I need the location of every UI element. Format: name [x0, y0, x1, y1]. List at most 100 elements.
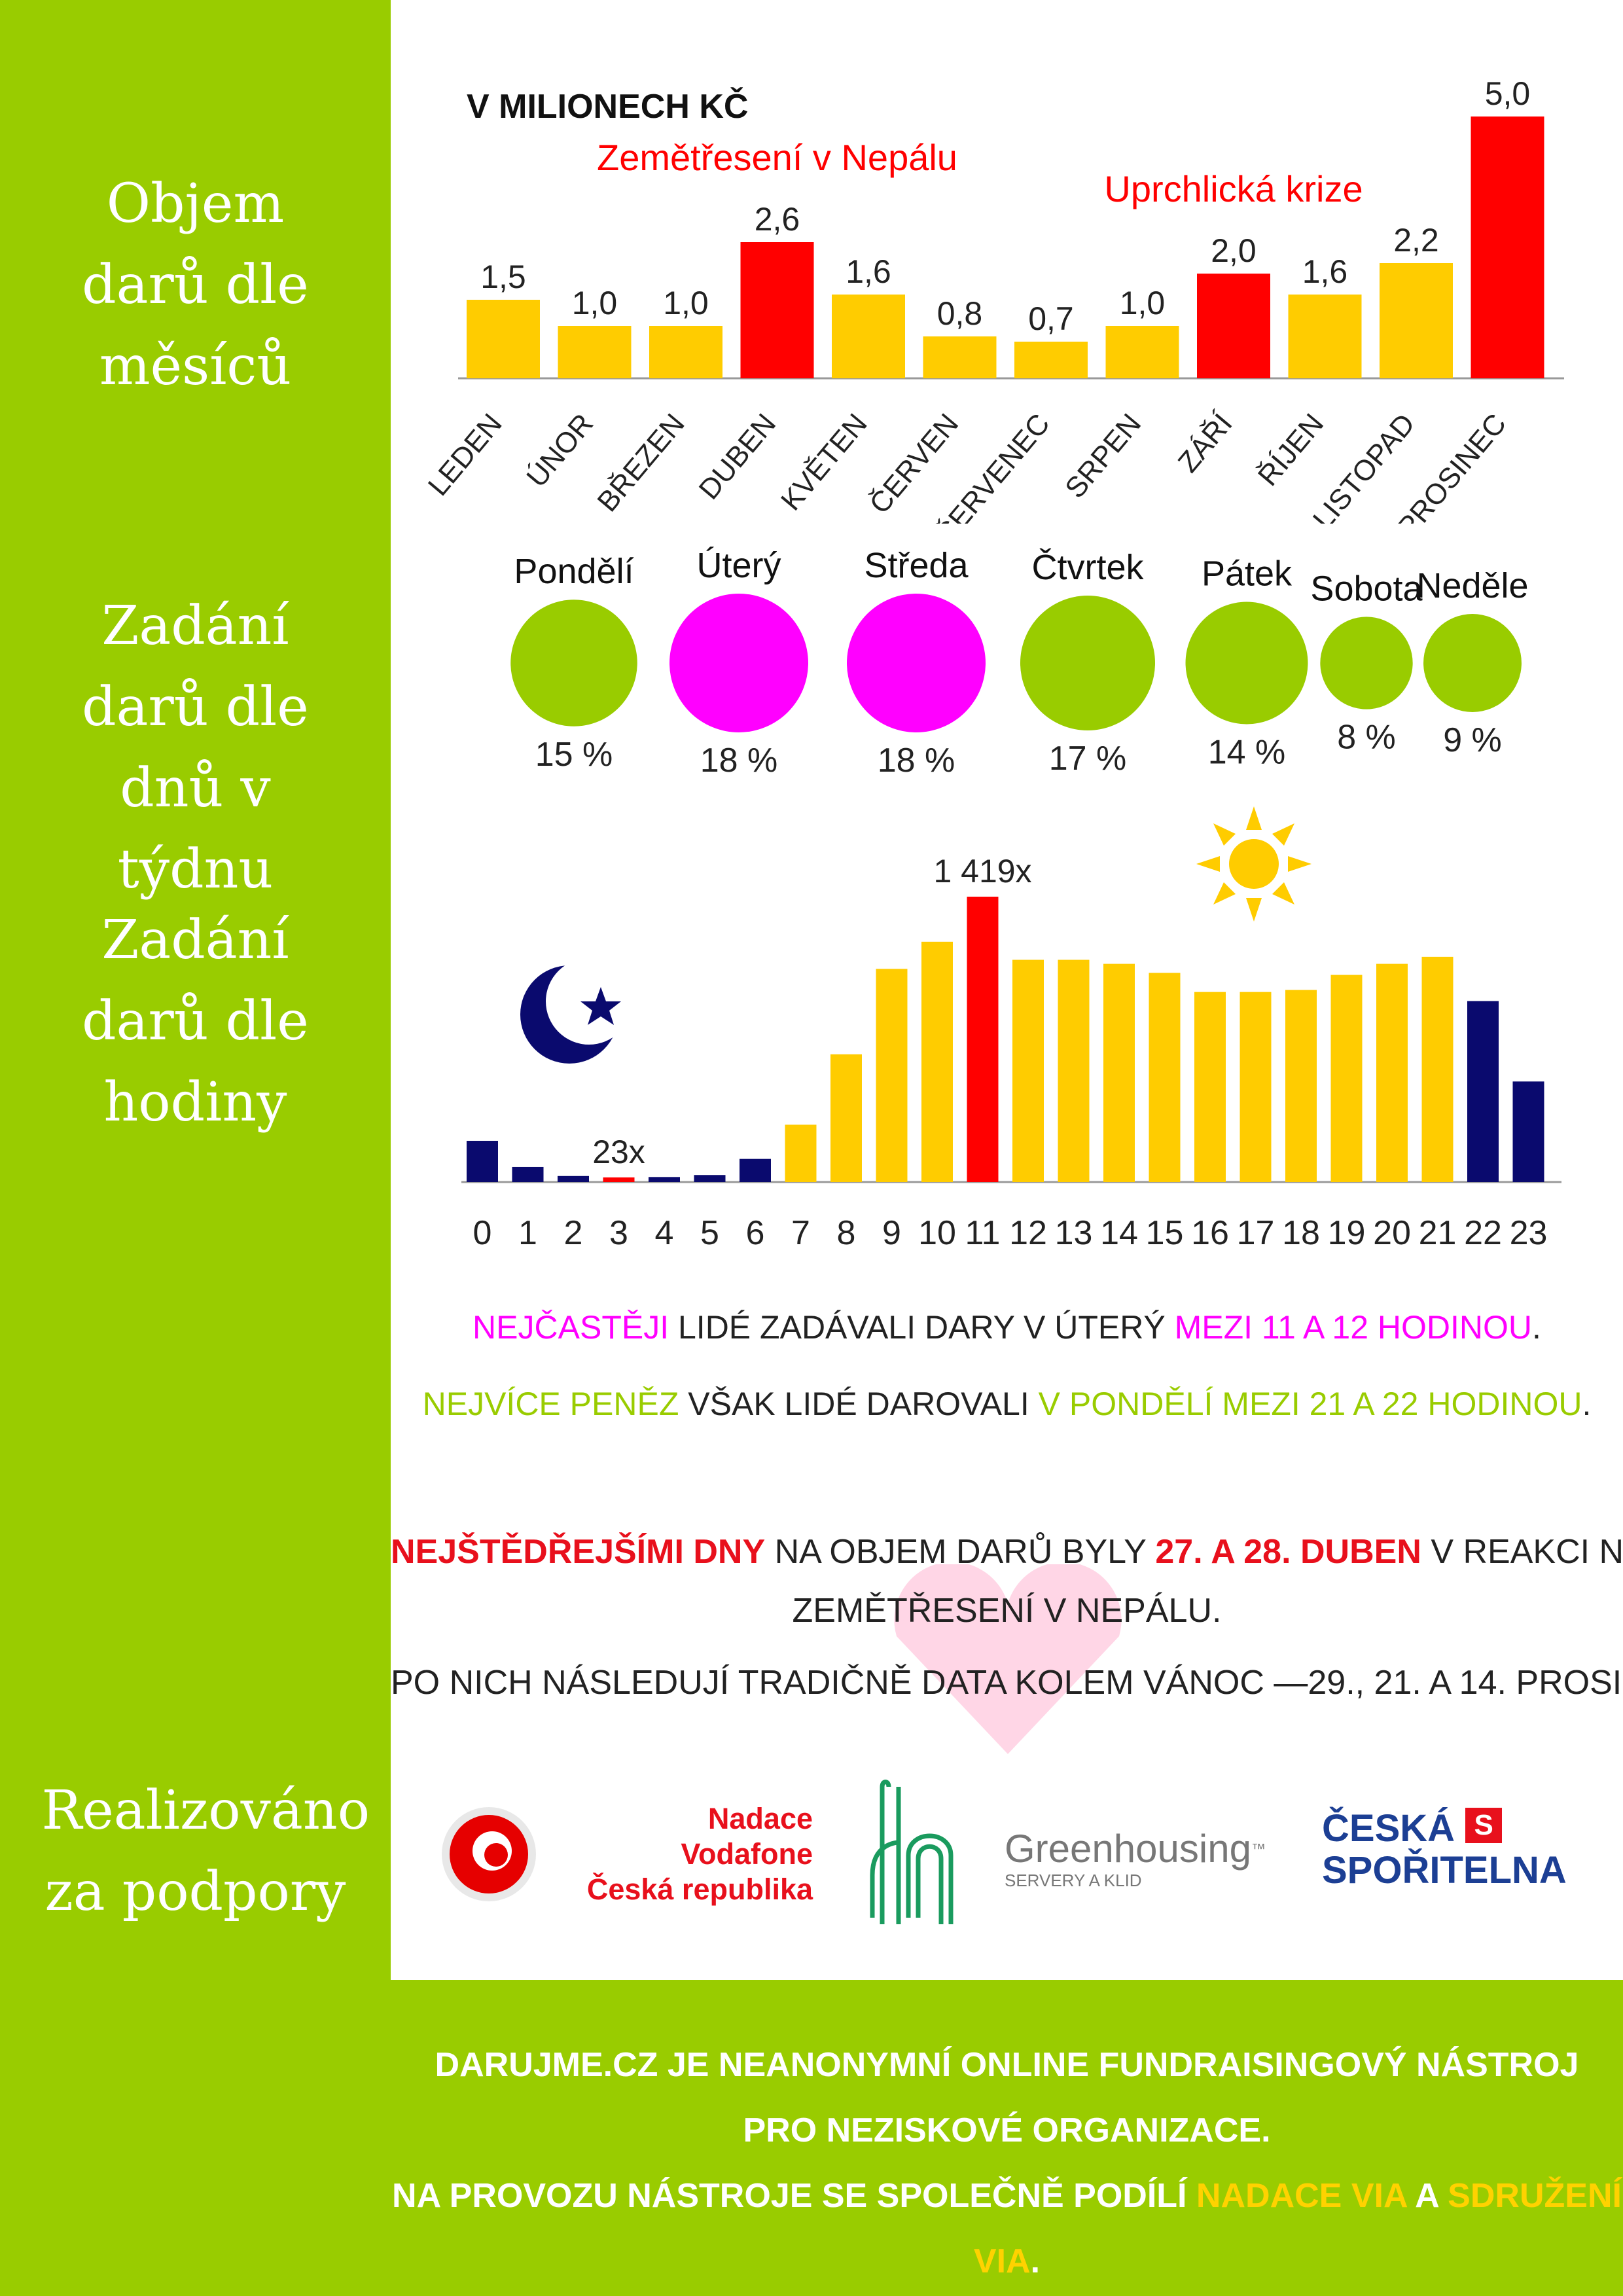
hourly-bar-9	[876, 969, 908, 1182]
hourly-bar-16	[1194, 992, 1226, 1182]
monthly-bar-květen	[832, 295, 905, 378]
hourly-bar-5	[694, 1175, 726, 1182]
footer-line-1: DARUJME.CZ JE NEANONYMNÍ ONLINE FUNDRAIS…	[435, 2046, 1579, 2084]
weekday-label: Pondělí	[514, 552, 633, 591]
monthly-value-label: 2,0	[1211, 232, 1257, 269]
hourly-tick-label: 17	[1237, 1214, 1275, 1252]
monthly-category-label: ČERVEN	[863, 407, 965, 520]
summary-highlight-hour: MEZI 11 A 12 HODINOU	[1174, 1309, 1533, 1346]
footer-highlight-sdruzeni-via: SDRUŽENÍ VIA	[973, 2177, 1622, 2280]
hourly-tick-label: 20	[1373, 1214, 1411, 1252]
monthly-bar-březen	[649, 326, 722, 378]
generous-text-end: V REAKCI NA	[1431, 1533, 1623, 1571]
hourly-tick-label: 6	[746, 1214, 765, 1252]
hourly-bar-18	[1285, 990, 1317, 1182]
monthly-category-label: LEDEN	[422, 408, 508, 502]
weekday-value-label: 17 %	[1049, 740, 1127, 778]
section-title-hourly-text: Zadání darů dle hodiny	[82, 909, 309, 1134]
hourly-bar-20	[1376, 963, 1408, 1182]
greenhousing-text: Greenhousing™ SERVERY A KLID	[1005, 1827, 1266, 1891]
hourly-bar-15	[1149, 973, 1181, 1182]
footer-text-end: .	[1030, 2242, 1041, 2280]
weekday-bubble-2	[847, 594, 986, 732]
generous-highlight-days: NEJŠTĚDŘEJŠÍMI DNY	[391, 1533, 766, 1571]
hourly-bar-1	[512, 1166, 544, 1182]
vodafone-line-3: Česká republika	[586, 1873, 813, 1906]
monthly-annotation: Zemětřesení v Nepálu	[597, 137, 957, 178]
section-title-sponsors-text: Realizováno za podpory	[41, 1780, 370, 1923]
weekday-label: Neděle	[1416, 566, 1528, 605]
vodafone-line-2: Vodafone	[681, 1837, 813, 1871]
section-title-weekday: Zadání darů dle dnů v týdnu	[0, 586, 391, 910]
hourly-tick-label: 4	[655, 1214, 674, 1252]
greenhousing-name: Greenhousing	[1005, 1827, 1251, 1871]
monthly-value-label: 1,0	[663, 285, 709, 321]
summary-line-frequency: NEJČASTĚJI LIDÉ ZADÁVALI DARY V ÚTERÝ ME…	[391, 1288, 1623, 1367]
monthly-bar-prosinec	[1471, 117, 1544, 378]
monthly-value-label: 2,2	[1393, 222, 1439, 259]
hourly-bar-0	[467, 1141, 498, 1182]
summary-text: VŠAK LIDÉ DAROVALI	[679, 1386, 1039, 1422]
summary-highlight-monday: V PONDĚLÍ MEZI 21 A 22 HODINOU	[1038, 1386, 1582, 1422]
greenhousing-tagline: SERVERY A KLID	[1005, 1871, 1142, 1890]
hourly-tick-label: 5	[700, 1214, 719, 1252]
hourly-tick-label: 1	[518, 1214, 537, 1252]
hourly-tick-label: 8	[837, 1214, 856, 1252]
monthly-bar-srpen	[1105, 326, 1179, 378]
monthly-bar-září	[1197, 274, 1270, 378]
weekday-value-label: 18 %	[878, 742, 955, 780]
hourly-bar-13	[1058, 960, 1090, 1182]
vodafone-line-1: Nadace	[707, 1802, 813, 1835]
greenhousing-logo-mark	[870, 1780, 954, 1924]
hourly-bar-23	[1512, 1081, 1544, 1182]
hourly-tick-label: 9	[882, 1214, 901, 1252]
generous-line-2: ZEMĚTŘESENÍ V NEPÁLU.	[792, 1592, 1222, 1630]
hourly-bar-3	[603, 1177, 635, 1182]
weekday-bubble-chart: Pondělí 15 % Úterý 18 % Středa 18 % Čtvrtek 17 …	[510, 546, 1529, 780]
weekday-label: Pátek	[1202, 554, 1293, 594]
footer-line-2: PRO NEZISKOVÉ ORGANIZACE.	[743, 2111, 1271, 2149]
hourly-tick-label: 23	[1510, 1214, 1548, 1252]
hourly-value-label: 1 419x	[933, 853, 1031, 889]
monthly-bar-chart: V MILIONECH KČ 1,5 LEDEN 1,0 ÚNOR 1,0 BŘEZEN 2,…	[422, 75, 1564, 524]
hourly-tick-label: 3	[609, 1214, 628, 1252]
monthly-category-label: DUBEN	[693, 408, 783, 505]
monthly-category-label: ZÁŘÍ	[1172, 407, 1239, 478]
weekday-label: Čtvrtek	[1031, 548, 1144, 587]
vodafone-logo	[442, 1807, 536, 1901]
summary-line-money: NEJVÍCE PENĚZ VŠAK LIDÉ DAROVALI V PONDĚ…	[391, 1365, 1623, 1443]
hourly-tick-label: 19	[1328, 1214, 1366, 1252]
monthly-value-label: 2,6	[755, 201, 800, 238]
monthly-bar-leden	[467, 300, 540, 378]
section-title-monthly: Objem darů dle měsíců	[0, 164, 391, 407]
monthly-bar-červen	[923, 336, 997, 378]
hourly-bar-2	[558, 1175, 589, 1182]
greenhousing-trademark: ™	[1251, 1840, 1266, 1857]
hourly-bar-22	[1467, 1001, 1499, 1182]
monthly-annotation: Uprchlická krize	[1104, 168, 1363, 209]
hourly-bar-8	[830, 1054, 862, 1182]
hourly-bar-14	[1103, 963, 1135, 1182]
weekday-bubble-0	[510, 600, 637, 726]
section-title-hourly: Zadání darů dle hodiny	[0, 900, 391, 1143]
monthly-category-label: BŘEZEN	[591, 408, 690, 518]
generous-line-1: NEJŠTĚDŘEJŠÍMI DNY NA OBJEM DARŮ BYLY 27…	[391, 1514, 1623, 1590]
weekday-value-label: 14 %	[1208, 733, 1286, 771]
weekday-label: Středa	[864, 546, 969, 585]
generous-line-3: PO NICH NÁSLEDUJÍ TRADIČNĚ DATA KOLEM VÁ…	[391, 1664, 1623, 1702]
weekday-value-label: 18 %	[700, 742, 778, 780]
hourly-tick-label: 12	[1009, 1214, 1047, 1252]
monthly-bar-listopad	[1380, 263, 1453, 378]
hourly-tick-label: 15	[1146, 1214, 1184, 1252]
hourly-tick-label: 0	[473, 1214, 492, 1252]
weekday-bubble-1	[669, 594, 808, 732]
hourly-bar-11	[967, 897, 999, 1182]
summary-text: LIDÉ ZADÁVALI DARY V ÚTERÝ	[669, 1309, 1175, 1346]
section-title-sponsors: Realizováno za podpory	[0, 1770, 391, 1933]
footer: DARUJME.CZ JE NEANONYMNÍ ONLINE FUNDRAIS…	[391, 2032, 1623, 2294]
monthly-value-label: 1,6	[846, 253, 891, 290]
cs-s-icon: S	[1465, 1808, 1503, 1843]
hourly-tick-label: 13	[1055, 1214, 1093, 1252]
monthly-value-label: 1,5	[480, 259, 526, 295]
monthly-value-label: 0,7	[1028, 300, 1074, 337]
